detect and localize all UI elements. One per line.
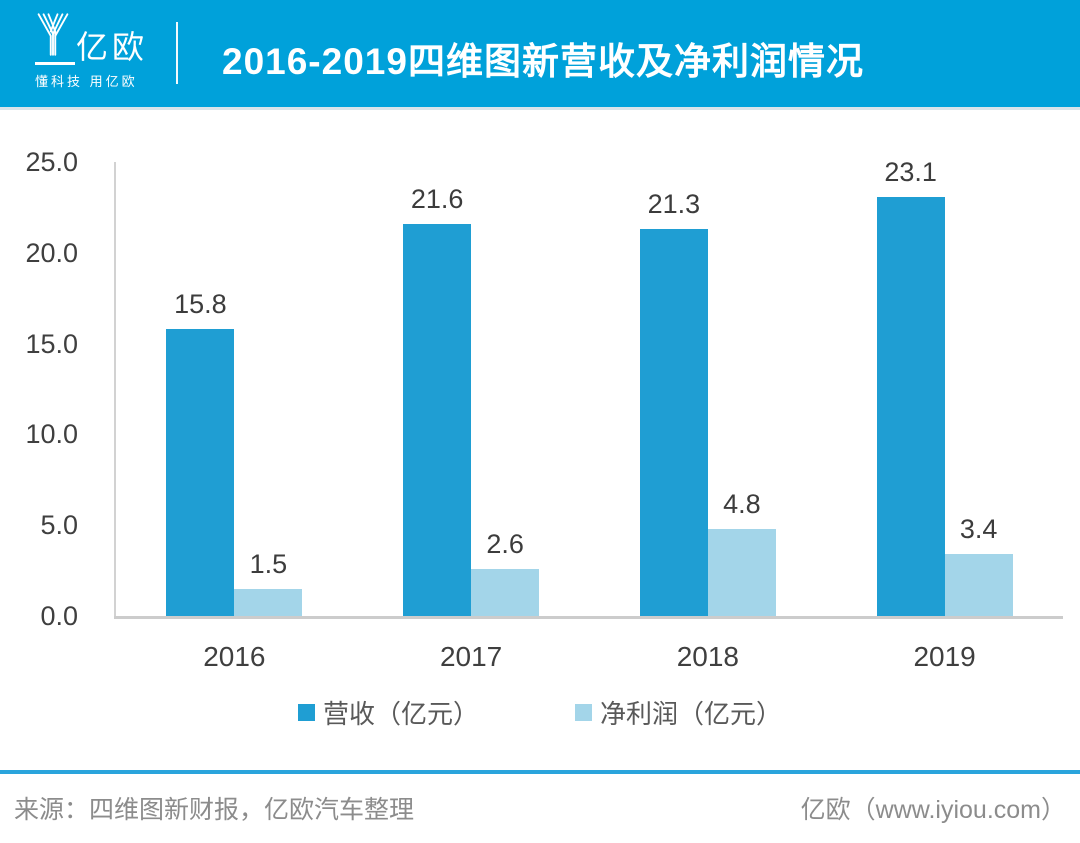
y-axis-tick-label: 0.0 — [40, 601, 78, 631]
value-label-2018-revenue: 21.3 — [647, 189, 701, 219]
value-label-2017-net-profit: 2.6 — [486, 529, 524, 559]
y-axis-line — [114, 162, 116, 618]
legend-label-revenue: 营收（亿元） — [322, 698, 479, 729]
legend-item-net-profit: 净利润（亿元） — [575, 694, 782, 731]
revenue-swatch — [297, 703, 315, 721]
site-credit: 亿欧（www.iyiou.com） — [800, 796, 1066, 824]
logo-wordmark: 亿欧 — [76, 29, 149, 65]
value-label-2017-revenue: 21.6 — [410, 184, 464, 214]
bar-2017-revenue — [403, 224, 472, 616]
value-label-2019-net-profit: 3.4 — [959, 514, 998, 544]
bar-2019-net-profit — [944, 554, 1013, 616]
value-label-2016-net-profit: 1.5 — [249, 549, 288, 579]
source-note: 来源：四维图新财报，亿欧汽车整理 — [14, 796, 415, 824]
page-title: 2016-2019四维图新营收及净利润情况 — [222, 41, 864, 82]
iyiou-logo-icon — [35, 12, 71, 63]
revenue-profit-bar-chart: 0.0 5.0 10.0 15.0 20.0 25.0 15.8 1.5 2016 21.6 2.6… — [0, 130, 1080, 675]
legend-item-revenue: 营收（亿元） — [297, 694, 479, 731]
footer-accent-line — [0, 770, 1080, 774]
y-axis-tick-label: 25.0 — [25, 147, 78, 177]
bar-2016-net-profit — [234, 589, 303, 616]
logo-underline — [35, 62, 75, 65]
header-divider — [176, 22, 178, 84]
value-label-2019-revenue: 23.1 — [884, 157, 937, 187]
y-axis-tick-label: 15.0 — [25, 328, 78, 359]
y-axis-tick-label: 10.0 — [25, 419, 78, 450]
y-axis-tick-label: 20.0 — [25, 237, 78, 268]
logo-tagline: 懂科技 用亿欧 — [35, 74, 138, 89]
net-profit-swatch — [575, 703, 592, 721]
x-axis-label-2016: 2016 — [203, 641, 266, 672]
chart-legend: 营收（亿元） 净利润（亿元） — [0, 694, 1080, 730]
x-axis-line — [114, 616, 1063, 619]
value-label-2018-net-profit: 4.8 — [723, 489, 761, 519]
y-axis-tick-label: 5.0 — [40, 510, 78, 541]
bar-2016-revenue — [166, 329, 235, 616]
bar-2017-net-profit — [471, 569, 540, 616]
x-axis-label-2017: 2017 — [439, 641, 503, 672]
value-label-2016-revenue: 15.8 — [174, 289, 227, 319]
legend-label-net-profit: 净利润（亿元） — [600, 698, 783, 729]
x-axis-label-2019: 2019 — [913, 641, 976, 672]
x-axis-label-2018: 2018 — [676, 641, 740, 672]
header-banner: 亿欧 懂科技 用亿欧 2016-2019四维图新营收及净利润情况 — [0, 0, 1080, 110]
bar-2018-net-profit — [707, 529, 776, 616]
bar-2018-revenue — [639, 229, 708, 616]
bar-2019-revenue — [876, 197, 945, 616]
